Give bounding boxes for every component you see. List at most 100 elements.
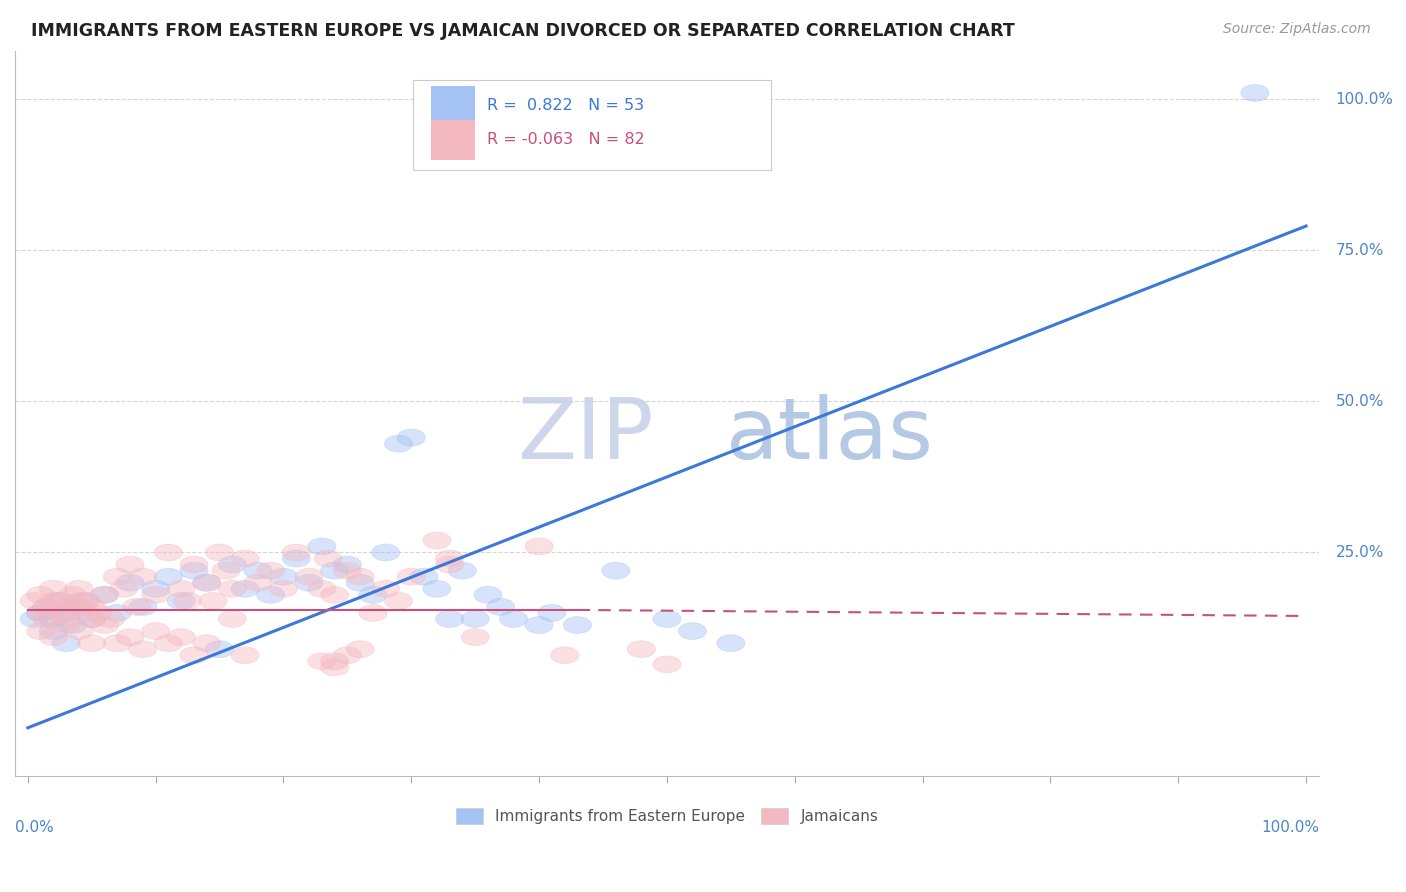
Ellipse shape bbox=[39, 581, 67, 598]
Ellipse shape bbox=[115, 574, 143, 591]
Ellipse shape bbox=[256, 562, 284, 579]
Legend: Immigrants from Eastern Europe, Jamaicans: Immigrants from Eastern Europe, Jamaican… bbox=[450, 802, 884, 830]
Ellipse shape bbox=[84, 605, 112, 622]
Ellipse shape bbox=[180, 562, 208, 579]
Ellipse shape bbox=[256, 586, 284, 603]
Ellipse shape bbox=[524, 538, 553, 555]
Ellipse shape bbox=[652, 610, 681, 627]
Text: 100.0%: 100.0% bbox=[1261, 820, 1319, 835]
Ellipse shape bbox=[59, 586, 87, 603]
Ellipse shape bbox=[193, 574, 221, 591]
Ellipse shape bbox=[538, 605, 567, 622]
Ellipse shape bbox=[122, 599, 150, 615]
Ellipse shape bbox=[39, 610, 67, 627]
Ellipse shape bbox=[200, 592, 228, 609]
Ellipse shape bbox=[115, 556, 143, 573]
Ellipse shape bbox=[65, 581, 93, 598]
Text: Source: ZipAtlas.com: Source: ZipAtlas.com bbox=[1223, 22, 1371, 37]
Ellipse shape bbox=[52, 635, 80, 652]
Ellipse shape bbox=[308, 581, 336, 598]
Ellipse shape bbox=[20, 592, 48, 609]
Ellipse shape bbox=[384, 592, 412, 609]
Ellipse shape bbox=[97, 610, 125, 627]
Ellipse shape bbox=[45, 605, 73, 622]
Ellipse shape bbox=[436, 556, 464, 573]
Ellipse shape bbox=[524, 616, 553, 633]
Ellipse shape bbox=[20, 610, 48, 627]
Ellipse shape bbox=[321, 586, 349, 603]
Ellipse shape bbox=[52, 616, 80, 633]
Ellipse shape bbox=[167, 629, 195, 646]
Ellipse shape bbox=[77, 610, 105, 627]
Ellipse shape bbox=[346, 640, 374, 657]
Ellipse shape bbox=[486, 599, 515, 615]
Text: 25.0%: 25.0% bbox=[1336, 545, 1384, 560]
Ellipse shape bbox=[52, 610, 80, 627]
Ellipse shape bbox=[346, 574, 374, 591]
Ellipse shape bbox=[59, 616, 87, 633]
Ellipse shape bbox=[129, 599, 157, 615]
Ellipse shape bbox=[314, 550, 342, 567]
Ellipse shape bbox=[1241, 85, 1270, 102]
Ellipse shape bbox=[218, 581, 246, 598]
Ellipse shape bbox=[474, 586, 502, 603]
Ellipse shape bbox=[77, 610, 105, 627]
Ellipse shape bbox=[180, 556, 208, 573]
Ellipse shape bbox=[52, 605, 80, 622]
FancyBboxPatch shape bbox=[430, 87, 475, 126]
Ellipse shape bbox=[90, 616, 118, 633]
Ellipse shape bbox=[155, 568, 183, 585]
Ellipse shape bbox=[39, 623, 67, 640]
Ellipse shape bbox=[359, 586, 387, 603]
Ellipse shape bbox=[231, 581, 259, 598]
Ellipse shape bbox=[321, 659, 349, 676]
Ellipse shape bbox=[173, 592, 201, 609]
Ellipse shape bbox=[270, 581, 298, 598]
Ellipse shape bbox=[167, 581, 195, 598]
Ellipse shape bbox=[308, 653, 336, 670]
Ellipse shape bbox=[129, 568, 157, 585]
Ellipse shape bbox=[32, 599, 60, 615]
Ellipse shape bbox=[90, 586, 118, 603]
Ellipse shape bbox=[231, 550, 259, 567]
Ellipse shape bbox=[283, 544, 311, 561]
Ellipse shape bbox=[411, 568, 439, 585]
Ellipse shape bbox=[212, 562, 240, 579]
Ellipse shape bbox=[65, 599, 93, 615]
Ellipse shape bbox=[72, 592, 100, 609]
Ellipse shape bbox=[371, 581, 399, 598]
Ellipse shape bbox=[193, 574, 221, 591]
Ellipse shape bbox=[167, 592, 195, 609]
FancyBboxPatch shape bbox=[430, 120, 475, 160]
Text: R = -0.063   N = 82: R = -0.063 N = 82 bbox=[486, 132, 645, 146]
Text: 50.0%: 50.0% bbox=[1336, 394, 1384, 409]
Text: 0.0%: 0.0% bbox=[15, 820, 53, 835]
Ellipse shape bbox=[52, 599, 80, 615]
Ellipse shape bbox=[564, 616, 592, 633]
Ellipse shape bbox=[65, 592, 93, 609]
Ellipse shape bbox=[155, 544, 183, 561]
Ellipse shape bbox=[77, 635, 105, 652]
Ellipse shape bbox=[461, 610, 489, 627]
Ellipse shape bbox=[45, 592, 73, 609]
Ellipse shape bbox=[602, 562, 630, 579]
Ellipse shape bbox=[103, 605, 131, 622]
Ellipse shape bbox=[205, 544, 233, 561]
Ellipse shape bbox=[398, 429, 426, 446]
Ellipse shape bbox=[551, 647, 579, 664]
Ellipse shape bbox=[59, 599, 87, 615]
Text: IMMIGRANTS FROM EASTERN EUROPE VS JAMAICAN DIVORCED OR SEPARATED CORRELATION CHA: IMMIGRANTS FROM EASTERN EUROPE VS JAMAIC… bbox=[31, 22, 1015, 40]
Ellipse shape bbox=[231, 647, 259, 664]
Ellipse shape bbox=[39, 629, 67, 646]
Ellipse shape bbox=[436, 550, 464, 567]
Ellipse shape bbox=[129, 640, 157, 657]
Ellipse shape bbox=[142, 623, 170, 640]
Ellipse shape bbox=[155, 635, 183, 652]
Ellipse shape bbox=[436, 610, 464, 627]
Ellipse shape bbox=[333, 562, 361, 579]
Ellipse shape bbox=[32, 599, 60, 615]
Ellipse shape bbox=[333, 556, 361, 573]
Ellipse shape bbox=[321, 562, 349, 579]
Ellipse shape bbox=[27, 605, 55, 622]
Ellipse shape bbox=[115, 629, 143, 646]
